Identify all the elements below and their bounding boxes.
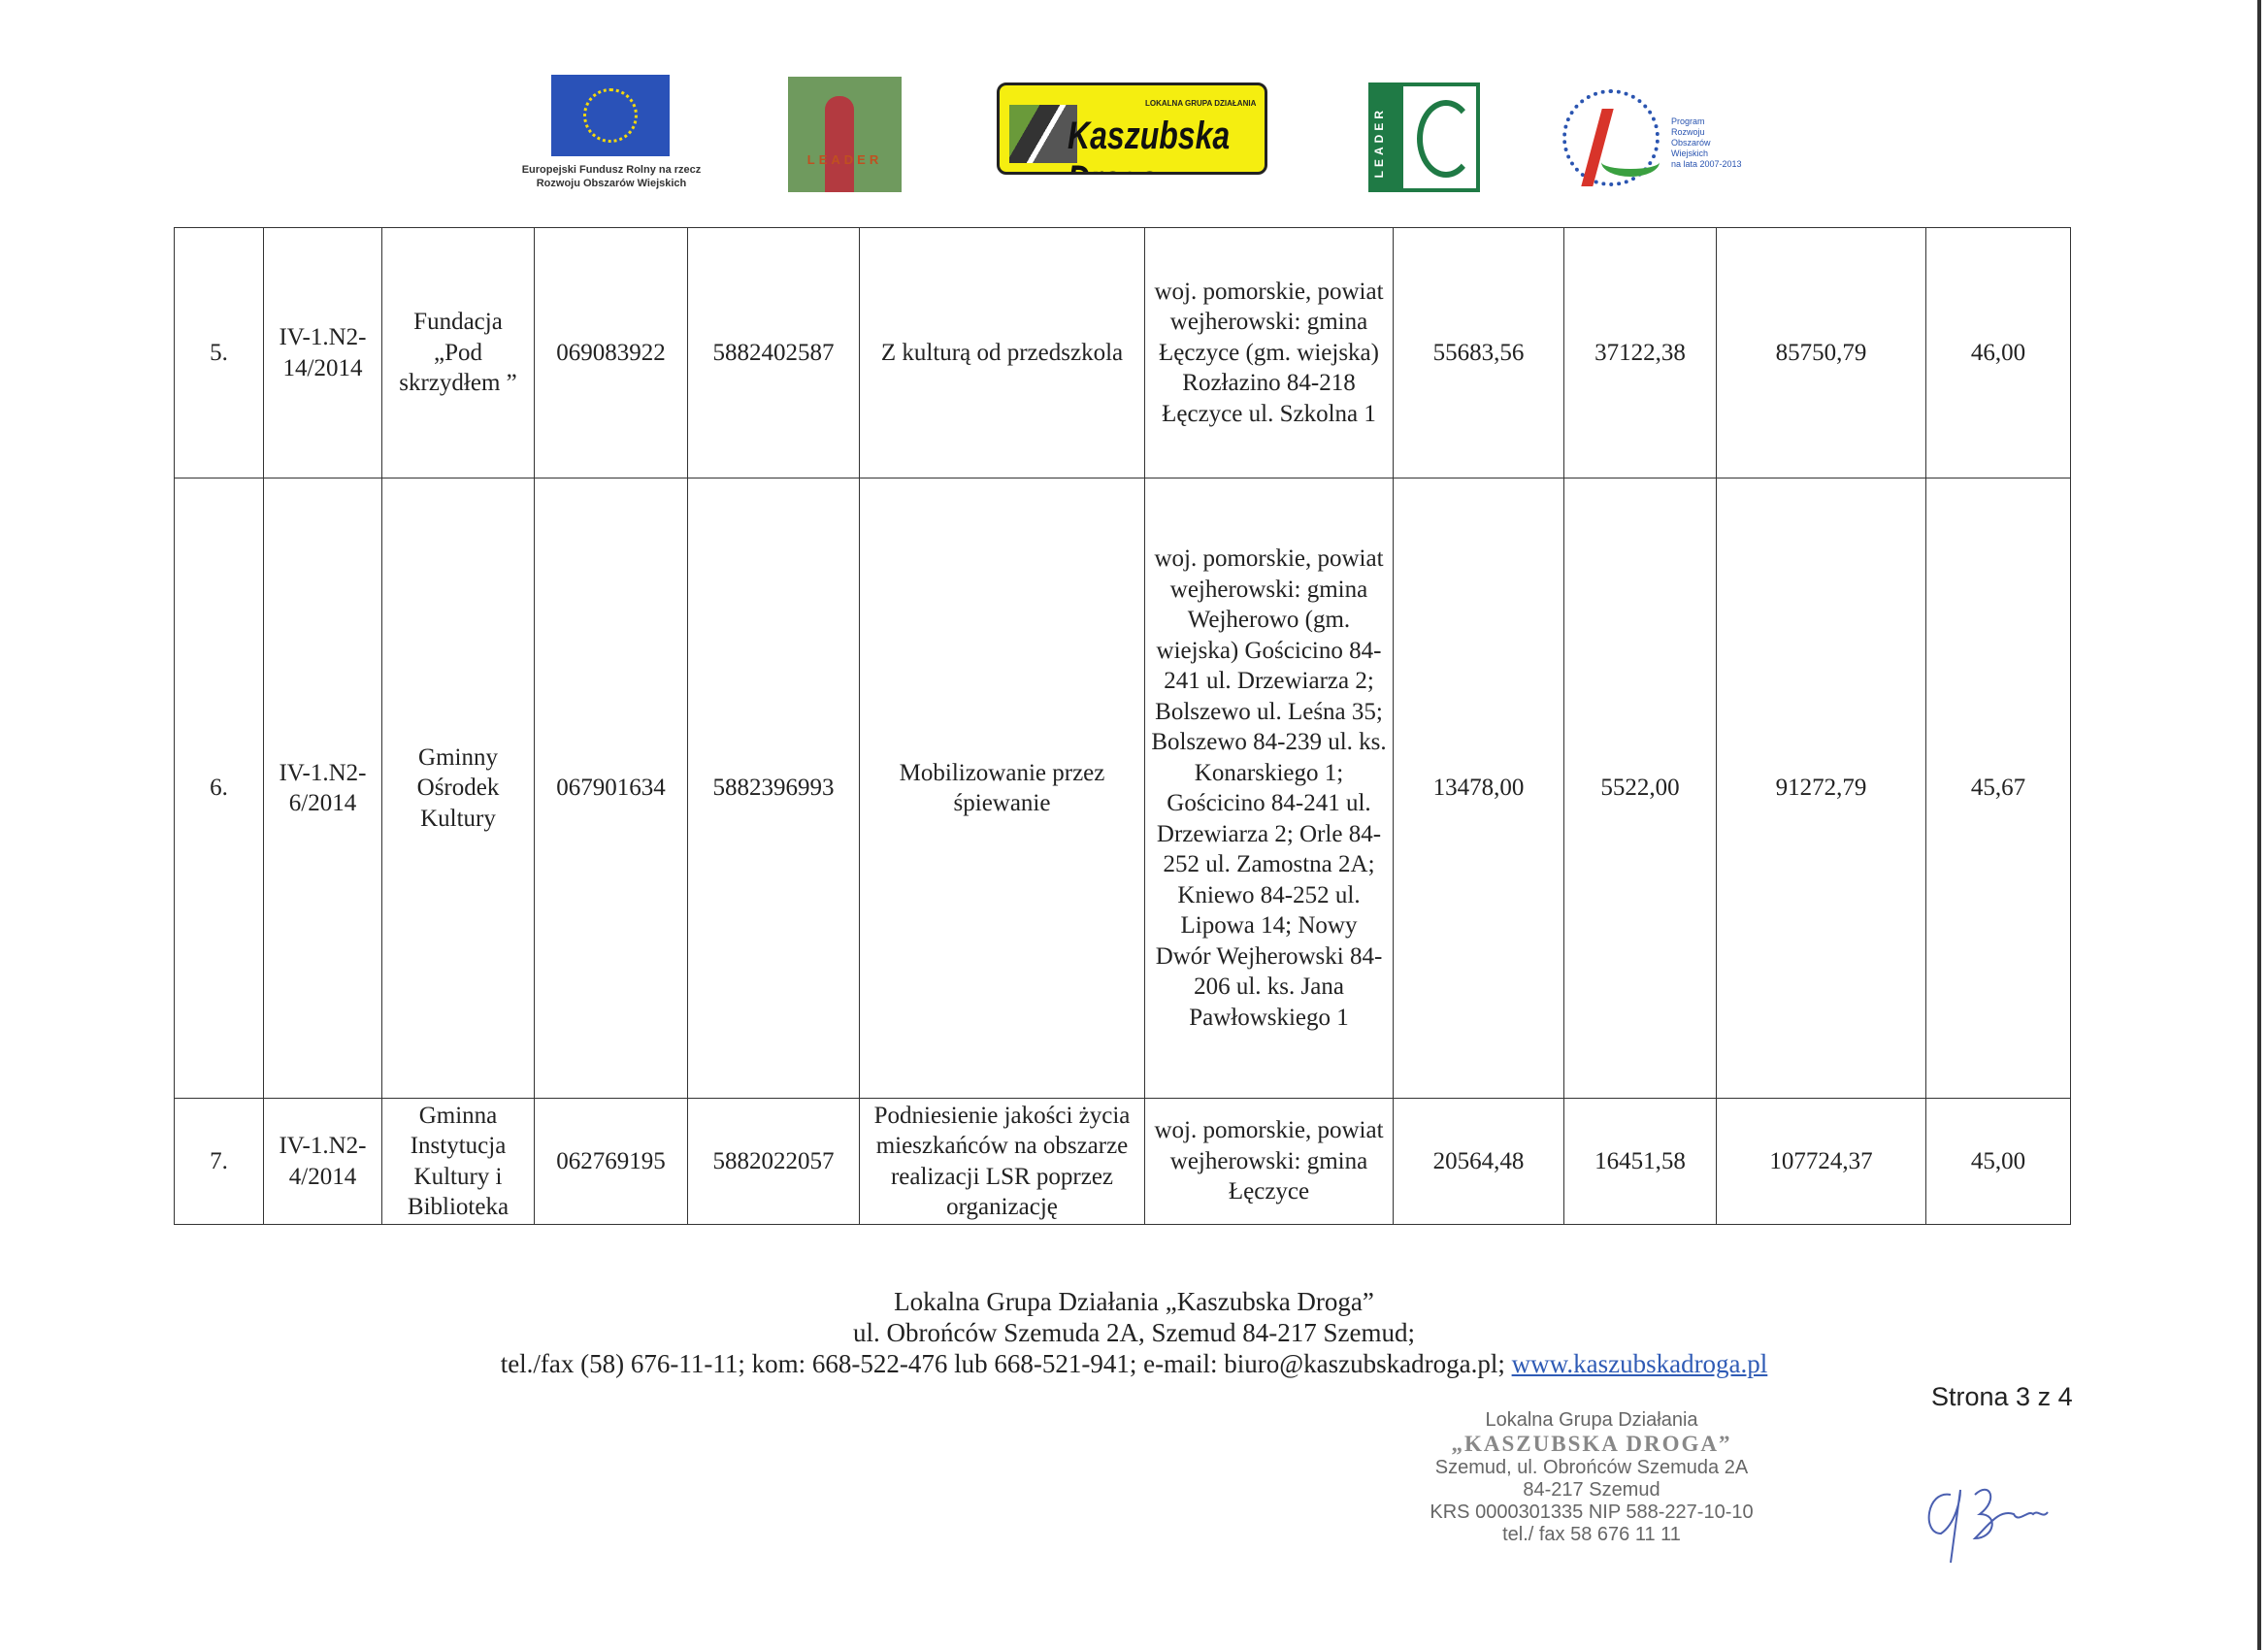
- cell-text: 6.: [210, 775, 228, 802]
- cell-text: 062769195: [556, 1147, 666, 1174]
- cell-text: 5882396993: [712, 775, 835, 802]
- stamp-line: tel./ fax 58 676 11 11: [1502, 1524, 1681, 1545]
- cell-title: Podniesienie jakości życia mieszkańców n…: [859, 1098, 1145, 1225]
- table-row: 6. IV-1.N2-6/2014 Gminny Ośrodek Kultury 06…: [174, 478, 2071, 1099]
- cell-v2: 16451,58: [1563, 1098, 1717, 1225]
- eu-caption-line: Europejski Fundusz Rolny na rzecz: [521, 164, 702, 176]
- table-row: 5. IV-1.N2-14/2014 Fundacja „Pod skrzydłem…: [174, 227, 2071, 478]
- cell-text: 16451,58: [1594, 1147, 1686, 1174]
- lgd-small-text: LOKALNA GRUPA DZIAŁANIA: [1145, 99, 1257, 108]
- stamp-line: KRS 0000301335 NIP 588-227-10-10: [1430, 1502, 1754, 1523]
- cell-v2: 5522,00: [1563, 478, 1717, 1099]
- stamp-line: 84-217 Szemud: [1523, 1479, 1660, 1501]
- cell-place: woj. pomorskie, powiat wejherowski: gmin…: [1144, 478, 1394, 1099]
- cell-nr: IV-1.N2-14/2014: [263, 227, 382, 478]
- cell-text: 5882022057: [712, 1147, 835, 1174]
- cell-lp: 6.: [174, 478, 264, 1099]
- eu-caption: Europejski Fundusz Rolny na rzecz Rozwoju…: [495, 163, 728, 190]
- cell-text: 7.: [210, 1147, 228, 1174]
- cell-name: Gminna Instytucja Kultury i Biblioteka: [381, 1098, 535, 1225]
- cell-text: 91272,79: [1775, 775, 1867, 802]
- cell-regon: 062769195: [534, 1098, 688, 1225]
- cell-nip: 5882402587: [687, 227, 860, 478]
- footer-line-1: Lokalna Grupa Działania „Kaszubska Droga…: [894, 1287, 1374, 1316]
- cell-lp: 7.: [174, 1098, 264, 1225]
- cell-text: IV-1.N2-6/2014: [279, 759, 367, 817]
- leader-eu-logo-text: LEADER: [1372, 107, 1386, 179]
- cell-text: 5.: [210, 339, 228, 366]
- cell-regon: 067901634: [534, 478, 688, 1099]
- cell-text: 13478,00: [1432, 775, 1525, 802]
- cell-text: 5882402587: [712, 339, 835, 366]
- cell-text: IV-1.N2-14/2014: [279, 324, 367, 381]
- cell-place: woj. pomorskie, powiat wejherowski: gmin…: [1144, 1098, 1394, 1225]
- footer-contact: tel./fax (58) 676-11-11; kom: 668-522-47…: [500, 1349, 1512, 1378]
- cell-title: Z kulturą od przedszkola: [859, 227, 1145, 478]
- cell-name: Gminny Ośrodek Kultury: [381, 478, 535, 1099]
- leader-eu-logo: LEADER: [1368, 82, 1480, 192]
- cell-v3: 91272,79: [1716, 478, 1926, 1099]
- cell-text: IV-1.N2-4/2014: [279, 1133, 367, 1190]
- cell-v1: 20564,48: [1393, 1098, 1564, 1225]
- cell-text: 46,00: [1970, 339, 2026, 366]
- cell-text: 20564,48: [1432, 1147, 1525, 1174]
- cell-v1: 55683,56: [1393, 227, 1564, 478]
- cell-text: Gminna Instytucja Kultury i Biblioteka: [407, 1102, 509, 1221]
- cell-text: Gminny Ośrodek Kultury: [416, 743, 500, 832]
- scan-edge: [2257, 0, 2261, 1650]
- leader-logo: LEADER: [788, 77, 902, 192]
- cell-text: 107724,37: [1769, 1147, 1873, 1174]
- cell-regon: 069083922: [534, 227, 688, 478]
- cell-text: 85750,79: [1775, 339, 1867, 366]
- cell-place: woj. pomorskie, powiat wejherowski: gmin…: [1144, 227, 1394, 478]
- cell-v3: 85750,79: [1716, 227, 1926, 478]
- cell-v1: 13478,00: [1393, 478, 1564, 1099]
- cell-text: Fundacja „Pod skrzydłem ”: [399, 309, 517, 397]
- prow-logo: Program Rozwoju Obszarów Wiejskich na lata 2…: [1562, 89, 1747, 189]
- cell-text: woj. pomorskie, powiat wejherowski: gmin…: [1151, 545, 1387, 1031]
- cell-text: 55683,56: [1432, 339, 1525, 366]
- kaszubska-droga-logo: LOKALNA GRUPA DZIAŁANIA Kaszubska Droga: [997, 82, 1267, 175]
- cell-text: Mobilizowanie przez śpiewanie: [899, 759, 1105, 817]
- cell-text: 067901634: [556, 775, 666, 802]
- cell-text: 069083922: [556, 339, 666, 366]
- table-row: 7. IV-1.N2-4/2014 Gminna Instytucja Kultur…: [174, 1098, 2071, 1225]
- eu-flag-logo: [551, 75, 670, 156]
- cell-text: Z kulturą od przedszkola: [880, 339, 1124, 366]
- page-number: Strona 3 z 4: [1931, 1382, 2073, 1411]
- stamp-line: Lokalna Grupa Działania: [1485, 1409, 1698, 1431]
- cell-name: Fundacja „Pod skrzydłem ”: [381, 227, 535, 478]
- stamp-line: Szemud, ul. Obrońców Szemuda 2A: [1434, 1457, 1749, 1478]
- cell-score: 46,00: [1925, 227, 2071, 478]
- cell-text: 37122,38: [1594, 339, 1686, 366]
- cell-v3: 107724,37: [1716, 1098, 1926, 1225]
- cell-score: 45,67: [1925, 478, 2071, 1099]
- cell-text: woj. pomorskie, powiat wejherowski: gmin…: [1154, 1117, 1384, 1205]
- cell-text: Podniesienie jakości życia mieszkańców n…: [873, 1102, 1131, 1221]
- footer-line-3: tel./fax (58) 676-11-11; kom: 668-522-47…: [0, 1348, 2268, 1379]
- leader-logo-text: LEADER: [806, 152, 883, 167]
- cell-nip: 5882396993: [687, 478, 860, 1099]
- cell-text: 5522,00: [1600, 775, 1680, 802]
- cell-text: 45,00: [1970, 1147, 2026, 1174]
- organization-stamp: Lokalna Grupa Działania „KASZUBSKA DROGA…: [1397, 1409, 1786, 1546]
- website-link[interactable]: www.kaszubskadroga.pl: [1511, 1349, 1768, 1378]
- eu-caption-line: Rozwoju Obszarów Wiejskich: [536, 178, 687, 189]
- cell-title: Mobilizowanie przez śpiewanie: [859, 478, 1145, 1099]
- cell-lp: 5.: [174, 227, 264, 478]
- cell-score: 45,00: [1925, 1098, 2071, 1225]
- cell-nr: IV-1.N2-4/2014: [263, 1098, 382, 1225]
- handwritten-signature: [1927, 1488, 2049, 1564]
- cell-nr: IV-1.N2-6/2014: [263, 478, 382, 1099]
- prow-text: Program Rozwoju Obszarów Wiejskich na lata 2…: [1671, 116, 1742, 169]
- cell-nip: 5882022057: [687, 1098, 860, 1225]
- cell-v2: 37122,38: [1563, 227, 1717, 478]
- cell-text: 45,67: [1970, 775, 2026, 802]
- ranking-table: 5. IV-1.N2-14/2014 Fundacja „Pod skrzydłem…: [174, 227, 2071, 1225]
- lgd-name-text: Kaszubska Droga: [1068, 115, 1231, 172]
- footer-line-2: ul. Obrońców Szemuda 2A, Szemud 84-217 S…: [853, 1318, 1415, 1347]
- stamp-line: „KASZUBSKA DROGA”: [1451, 1432, 1732, 1456]
- cell-text: woj. pomorskie, powiat wejherowski: gmin…: [1154, 278, 1384, 427]
